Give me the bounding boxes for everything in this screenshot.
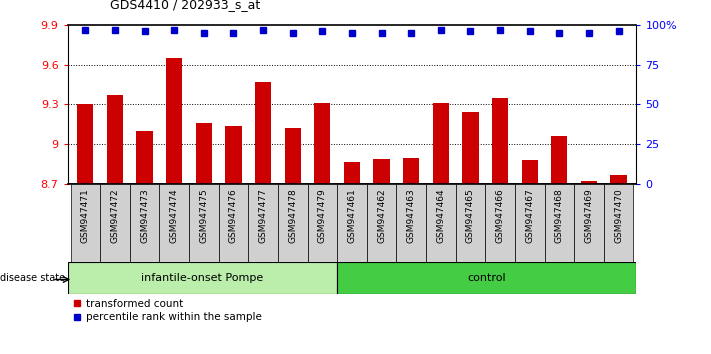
Bar: [166, 58, 182, 184]
Text: GSM947472: GSM947472: [110, 188, 119, 242]
Bar: [426, 184, 456, 262]
Text: control: control: [467, 273, 506, 283]
Legend: transformed count, percentile rank within the sample: transformed count, percentile rank withi…: [73, 299, 262, 322]
Bar: [337, 262, 636, 294]
Bar: [522, 160, 538, 184]
Text: GDS4410 / 202933_s_at: GDS4410 / 202933_s_at: [110, 0, 260, 11]
Text: GSM947467: GSM947467: [525, 188, 534, 243]
Bar: [307, 184, 337, 262]
Bar: [107, 95, 123, 184]
Bar: [189, 184, 219, 262]
Text: GSM947476: GSM947476: [229, 188, 238, 243]
Text: GSM947469: GSM947469: [584, 188, 594, 243]
Bar: [129, 184, 159, 262]
Bar: [403, 158, 419, 184]
Bar: [611, 175, 626, 184]
Bar: [574, 184, 604, 262]
Bar: [284, 128, 301, 184]
Text: infantile-onset Pompe: infantile-onset Pompe: [141, 273, 263, 283]
Text: GSM947468: GSM947468: [555, 188, 564, 243]
Text: GSM947470: GSM947470: [614, 188, 623, 243]
Bar: [159, 184, 189, 262]
Bar: [397, 184, 426, 262]
Bar: [196, 123, 212, 184]
Bar: [551, 136, 567, 184]
Bar: [255, 82, 271, 184]
Bar: [225, 126, 242, 184]
Bar: [433, 103, 449, 184]
Bar: [100, 184, 129, 262]
Text: GSM947464: GSM947464: [437, 188, 445, 242]
Text: GSM947477: GSM947477: [259, 188, 267, 243]
Bar: [278, 184, 307, 262]
Bar: [515, 184, 545, 262]
Bar: [344, 161, 360, 184]
Bar: [77, 104, 93, 184]
Bar: [248, 184, 278, 262]
Bar: [485, 184, 515, 262]
Bar: [337, 184, 367, 262]
Bar: [70, 184, 100, 262]
Text: GSM947471: GSM947471: [81, 188, 90, 243]
Bar: [373, 159, 390, 184]
Bar: [545, 184, 574, 262]
Bar: [219, 184, 248, 262]
Bar: [456, 184, 485, 262]
Text: GSM947461: GSM947461: [348, 188, 356, 243]
Bar: [492, 98, 508, 184]
Bar: [367, 184, 397, 262]
Text: GSM947478: GSM947478: [288, 188, 297, 243]
Text: GSM947475: GSM947475: [199, 188, 208, 243]
Bar: [581, 181, 597, 184]
Text: GSM947462: GSM947462: [377, 188, 386, 242]
Bar: [462, 112, 479, 184]
Text: GSM947466: GSM947466: [496, 188, 505, 243]
Text: disease state: disease state: [0, 273, 65, 283]
Bar: [604, 184, 634, 262]
Text: GSM947465: GSM947465: [466, 188, 475, 243]
Bar: [68, 262, 337, 294]
Text: GSM947473: GSM947473: [140, 188, 149, 243]
Text: GSM947463: GSM947463: [407, 188, 416, 243]
Text: GSM947479: GSM947479: [318, 188, 327, 243]
Text: GSM947474: GSM947474: [170, 188, 178, 242]
Bar: [314, 103, 331, 184]
Bar: [137, 131, 153, 184]
